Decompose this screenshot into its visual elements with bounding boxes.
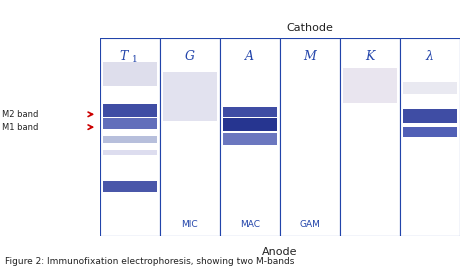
Bar — [223, 107, 277, 117]
Text: MAC: MAC — [240, 220, 260, 229]
Text: GAM: GAM — [299, 220, 320, 229]
Text: K: K — [365, 50, 374, 63]
Text: A: A — [245, 50, 254, 63]
Bar — [340, 38, 400, 236]
Bar — [280, 38, 340, 236]
Text: λ: λ — [426, 50, 434, 63]
Bar — [403, 127, 457, 137]
Bar — [403, 109, 457, 123]
Text: M2 band: M2 band — [2, 110, 39, 119]
Text: M1 band: M1 band — [2, 123, 39, 132]
Text: Anode: Anode — [262, 247, 297, 256]
Bar — [163, 72, 217, 121]
Text: MIC: MIC — [181, 220, 198, 229]
Text: Figure 2: Immunofixation electrophoresis, showing two M-bands: Figure 2: Immunofixation electrophoresis… — [5, 257, 294, 266]
Bar — [160, 38, 219, 236]
Bar — [343, 68, 397, 104]
Bar — [102, 104, 156, 117]
Bar — [102, 136, 156, 143]
Text: 1: 1 — [131, 55, 137, 64]
Bar — [223, 118, 277, 131]
Bar — [223, 133, 277, 145]
Bar — [403, 82, 457, 94]
Bar — [102, 181, 156, 192]
Text: G: G — [184, 50, 195, 63]
Bar — [400, 38, 460, 236]
Text: Cathode: Cathode — [286, 23, 333, 33]
Bar — [102, 62, 156, 86]
Bar — [102, 118, 156, 129]
Bar — [102, 150, 156, 155]
Text: T: T — [119, 50, 128, 63]
Bar — [100, 38, 160, 236]
Text: M: M — [303, 50, 316, 63]
Bar — [219, 38, 280, 236]
